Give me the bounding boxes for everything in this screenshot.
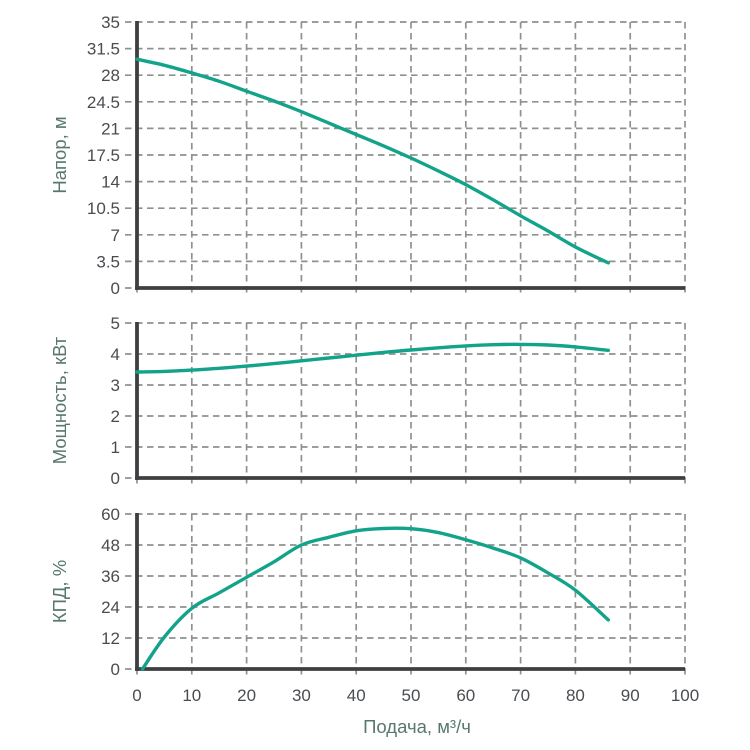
head-curve xyxy=(135,57,610,265)
y-axis-label-head: Напор, м xyxy=(49,116,70,193)
x-tick-label: 40 xyxy=(347,686,366,705)
chart-panel-efficiency: 0 12 24 36 48 60 КПД, % xyxy=(49,505,686,679)
x-tick-label: 90 xyxy=(621,686,640,705)
y-tick-label: 24.5 xyxy=(87,93,120,112)
y-tick-label: 48 xyxy=(101,536,120,555)
x-tick-label: 80 xyxy=(566,686,585,705)
y-axis-label-efficiency: КПД, % xyxy=(49,560,70,623)
y-tick-label: 24 xyxy=(101,598,120,617)
y-tick-label: 14 xyxy=(101,173,120,192)
y-tick-label: 31.5 xyxy=(87,40,120,59)
y-tick-label: 4 xyxy=(111,345,120,364)
y-tick-label: 12 xyxy=(101,629,120,648)
x-tick-label: 20 xyxy=(237,686,256,705)
efficiency-curve xyxy=(140,526,610,671)
y-tick-label: 10.5 xyxy=(87,199,120,218)
x-tick-label: 0 xyxy=(132,686,141,705)
y-tick-label: 0 xyxy=(111,279,120,298)
x-axis-labels: 0 10 20 30 40 50 60 70 80 90 100 Подача, м³/ч xyxy=(132,686,699,737)
y-tick-label: 21 xyxy=(101,119,120,138)
y-tick-label: 3 xyxy=(111,376,120,395)
y-tick-label: 60 xyxy=(101,505,120,524)
y-tick-label: 36 xyxy=(101,567,120,586)
x-tick-label: 70 xyxy=(511,686,530,705)
y-tick-label: 0 xyxy=(111,469,120,488)
y-tick-label: 35 xyxy=(101,13,120,32)
y-tick-label: 5 xyxy=(111,314,120,333)
y-axis-label-power: Мощность, кВт xyxy=(49,336,70,464)
x-axis-label: Подача, м³/ч xyxy=(363,716,471,737)
chart-panel-power: 0 1 2 3 4 5 Мощность, кВт xyxy=(49,314,686,488)
chart-panel-head: 0 3.5 7 10.5 14 17.5 21 24.5 28 31.5 35 Напор, м xyxy=(49,13,686,298)
y-tick-label: 7 xyxy=(111,226,120,245)
x-tick-label: 30 xyxy=(292,686,311,705)
y-tick-label: 2 xyxy=(111,407,120,426)
power-curve xyxy=(135,342,610,374)
y-tick-label: 3.5 xyxy=(96,252,120,271)
y-tick-label: 17.5 xyxy=(87,146,120,165)
y-tick-label: 1 xyxy=(111,438,120,457)
x-tick-label: 60 xyxy=(456,686,475,705)
y-tick-label: 0 xyxy=(111,660,120,679)
y-tick-label: 28 xyxy=(101,66,120,85)
x-tick-label: 50 xyxy=(402,686,421,705)
x-tick-label: 100 xyxy=(671,686,699,705)
x-tick-label: 10 xyxy=(182,686,201,705)
